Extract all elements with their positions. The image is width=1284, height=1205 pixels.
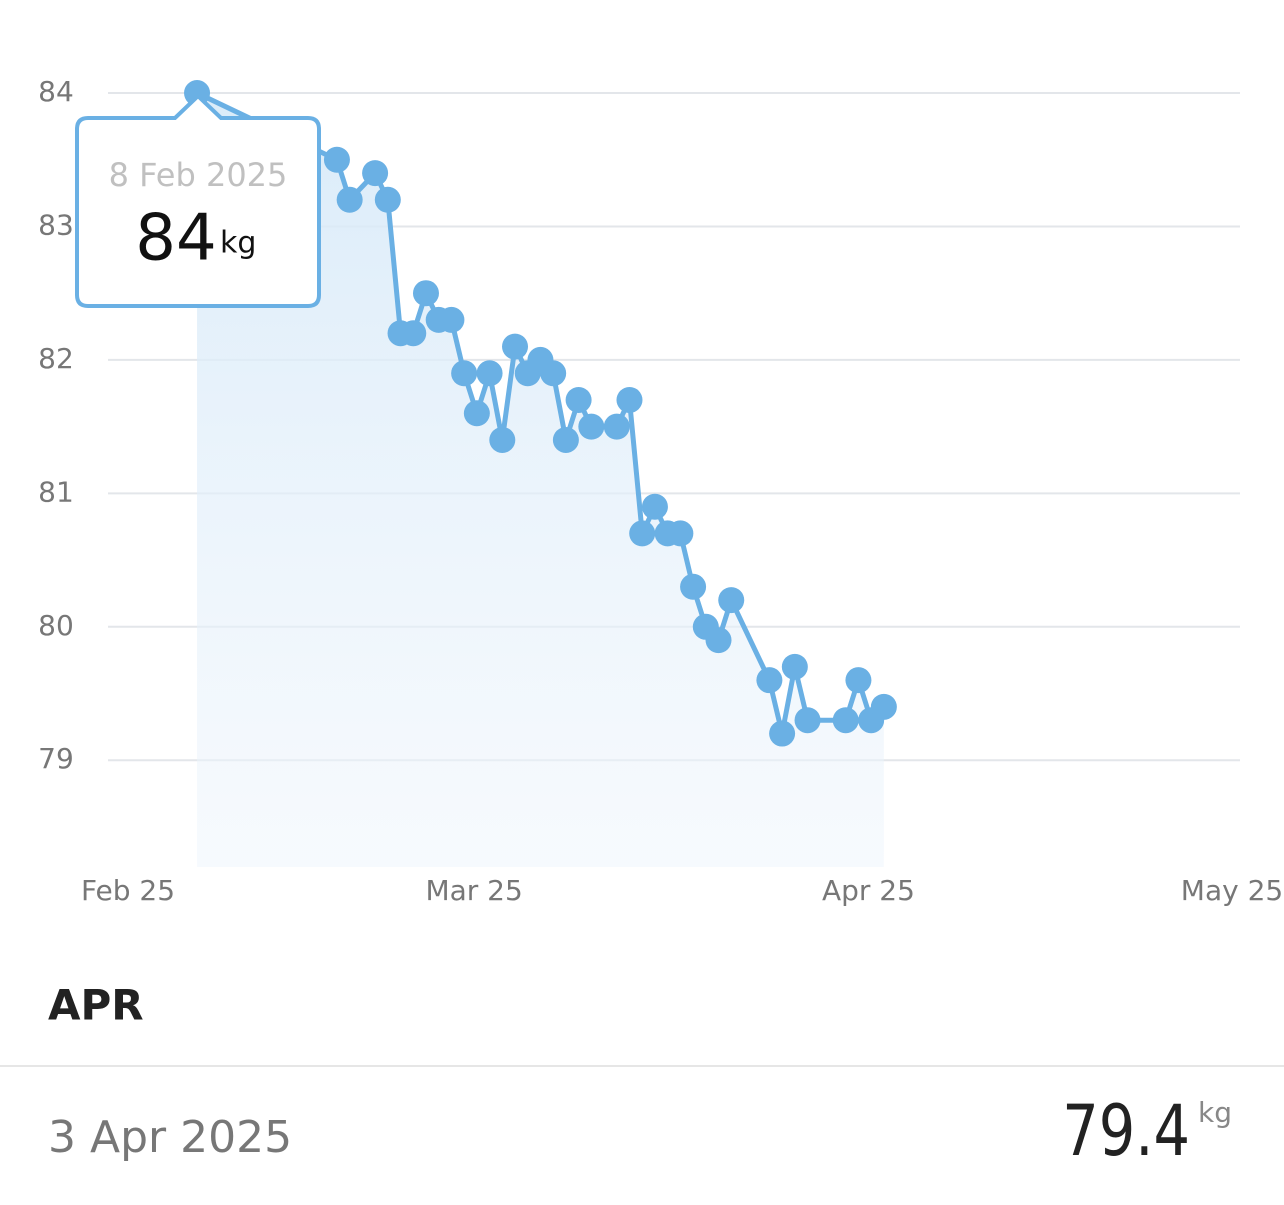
y-tick-label: 81: [38, 475, 74, 508]
point: [667, 520, 694, 547]
point: [463, 400, 490, 427]
tooltip-box: [75, 93, 321, 308]
point: [438, 306, 465, 333]
x-tick-label: Mar 25: [425, 874, 522, 907]
point: [552, 426, 579, 453]
tooltip-unit: kg: [220, 226, 256, 261]
point: [616, 386, 643, 413]
y-tick-label: 82: [38, 342, 74, 375]
entry-value: 79.4: [1062, 1092, 1190, 1173]
point: [540, 360, 567, 387]
entry-date: 3 Apr 2025: [48, 1112, 292, 1163]
x-tick-label: Apr 25: [822, 874, 915, 907]
point: [400, 320, 427, 347]
y-tick-label: 79: [38, 742, 74, 775]
tooltip: 8 Feb 2025 84 kg: [75, 93, 321, 308]
point: [845, 667, 872, 694]
y-tick-label: 83: [38, 208, 74, 241]
point: [603, 413, 630, 440]
point: [336, 186, 363, 213]
y-tick-label: 80: [38, 609, 74, 642]
tooltip-value: 84: [135, 202, 216, 276]
point: [489, 426, 516, 453]
entry-unit: kg: [1198, 1096, 1232, 1129]
point: [641, 493, 668, 520]
point: [412, 280, 439, 307]
point: [565, 386, 592, 413]
point: [502, 333, 529, 360]
point: [451, 360, 478, 387]
x-tick-label: Feb 25: [81, 874, 175, 907]
point: [578, 413, 605, 440]
point: [769, 720, 796, 747]
point: [705, 627, 732, 654]
point: [870, 693, 897, 720]
list-row[interactable]: [0, 1066, 1284, 1205]
point: [832, 707, 859, 734]
point: [476, 360, 503, 387]
chart: 79 80 81 82 83 84 Feb 25 Mar 25 Apr 25 May 25: [38, 75, 1283, 907]
point: [362, 160, 389, 187]
point: [781, 653, 808, 680]
section-header: APR: [48, 981, 144, 1030]
point: [756, 667, 783, 694]
x-tick-label: May 25: [1181, 874, 1283, 907]
point: [374, 186, 401, 213]
tooltip-date: 8 Feb 2025: [109, 156, 288, 194]
y-tick-label: 84: [38, 75, 74, 108]
point: [323, 146, 350, 173]
area: [197, 93, 884, 868]
point: [629, 520, 656, 547]
point: [718, 587, 745, 614]
point: [794, 707, 821, 734]
point: [680, 573, 707, 600]
